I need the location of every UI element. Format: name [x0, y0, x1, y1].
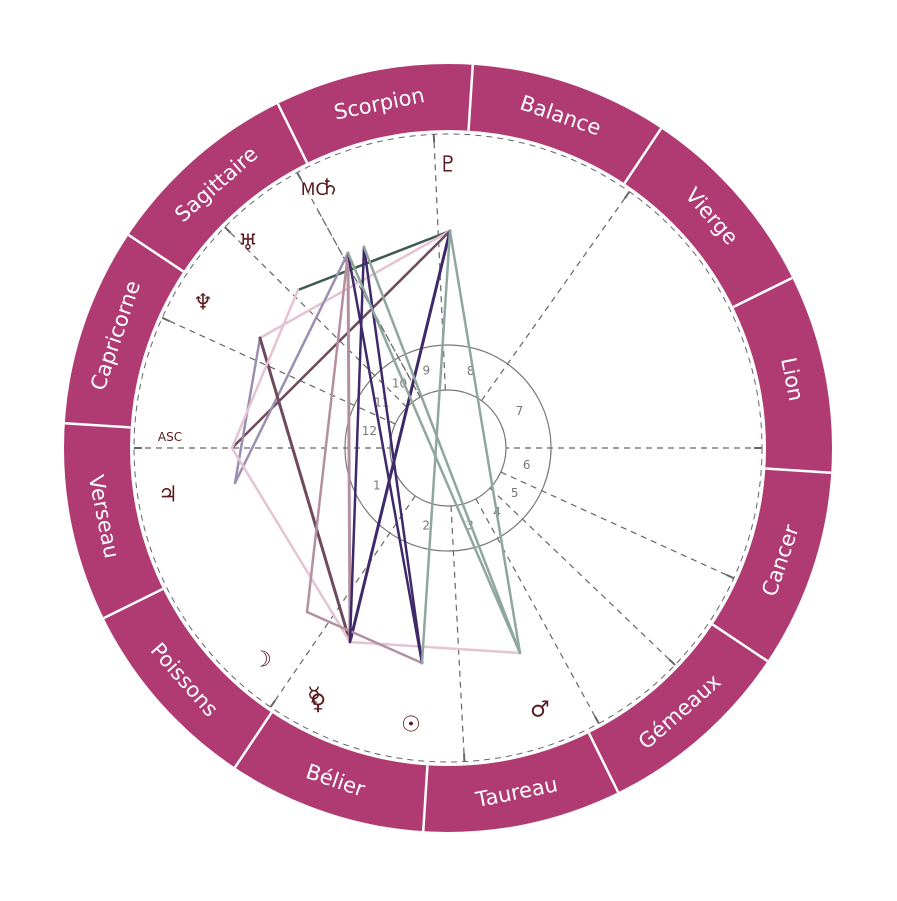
mc-label: MC — [301, 180, 328, 200]
uranus-icon: ♅ — [238, 231, 258, 256]
house-number: 6 — [523, 458, 531, 472]
aspect-line-neptune-venus — [260, 338, 350, 642]
house-number: 12 — [362, 424, 377, 438]
aspect-line-moon-sun — [307, 612, 422, 663]
moon-icon: ☽ — [252, 648, 272, 673]
aspect-line-mc-venus — [348, 253, 350, 642]
house-number: 1 — [373, 479, 381, 493]
pluto-icon: ♇ — [438, 153, 458, 178]
sun-icon: ☉ — [401, 713, 421, 738]
house-cusp-line — [501, 472, 734, 578]
aspect-line-asc-venus — [232, 448, 350, 642]
house-cusp-line — [482, 192, 630, 401]
house-cusp-line — [271, 496, 416, 707]
venus-icon: ♀ — [310, 691, 326, 716]
house-cusp-line — [476, 499, 599, 724]
aspect-line-neptune-pluto — [260, 231, 450, 338]
house-number: 7 — [516, 404, 524, 418]
house-number: 9 — [422, 363, 430, 377]
house-number: 5 — [511, 486, 519, 500]
asc-label: ASC — [158, 430, 182, 444]
house-cusp-line — [451, 506, 464, 762]
house-number: 2 — [422, 518, 430, 532]
mars-icon: ♂ — [530, 698, 550, 723]
aspect-line-uranus-pluto — [298, 231, 450, 290]
neptune-icon: ♆ — [193, 291, 213, 316]
house-number-ring: 123456789101112 — [345, 345, 551, 551]
jupiter-icon: ♃ — [158, 483, 178, 508]
